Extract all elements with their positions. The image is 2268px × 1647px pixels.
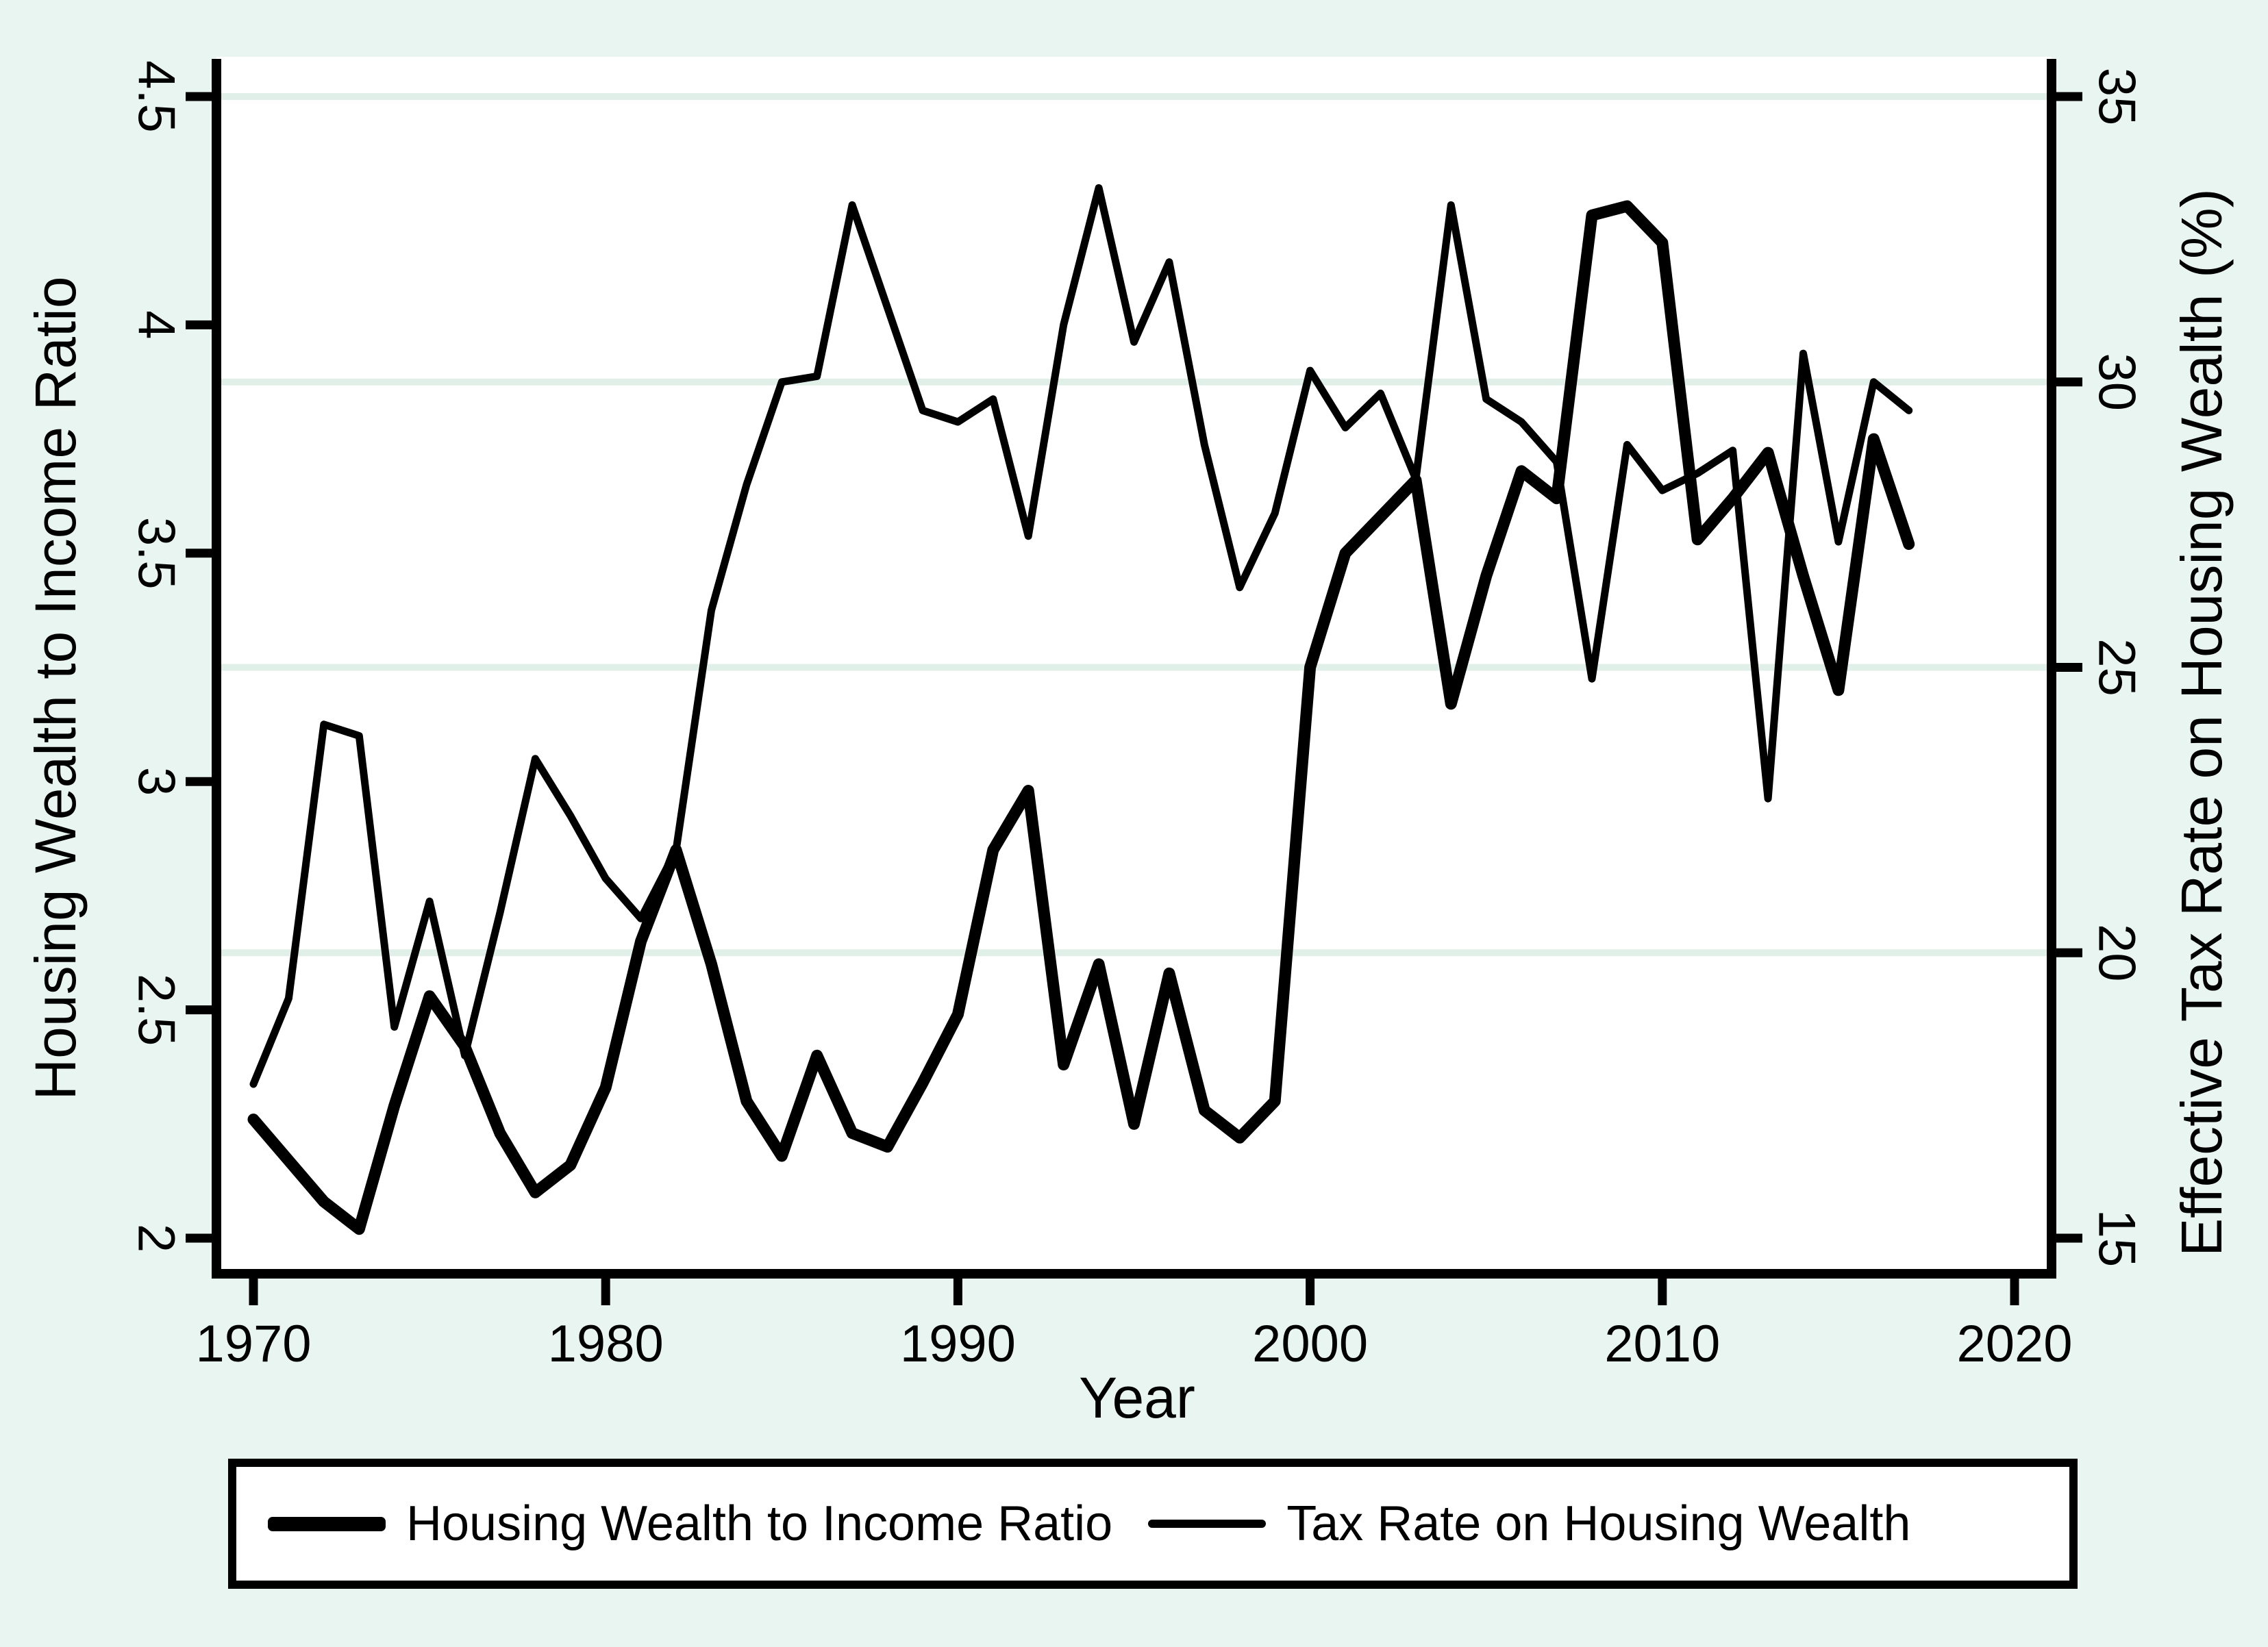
right-tick-label: 35	[2088, 68, 2146, 126]
x-tick-label: 2000	[1252, 1315, 1368, 1373]
x-tick-label: 1970	[195, 1315, 311, 1373]
right-tick-label: 30	[2088, 353, 2146, 411]
right-axis-title: Effective Tax Rate on Housing Wealth (%)	[2169, 188, 2234, 1256]
right-tick-label: 25	[2088, 638, 2146, 696]
legend-item-housing-wealth: Housing Wealth to Income Ratio	[268, 1496, 1112, 1552]
x-tick-label: 1980	[548, 1315, 664, 1373]
thick-line-swatch-icon	[268, 1516, 386, 1531]
legend-label-tax-rate: Tax Rate on Housing Wealth	[1286, 1496, 1911, 1551]
x-tick-label: 2020	[1956, 1315, 2072, 1373]
legend-label-housing-wealth: Housing Wealth to Income Ratio	[406, 1496, 1113, 1551]
gridlines	[216, 93, 2052, 957]
data-series	[247, 184, 1915, 1235]
x-tick-label: 2010	[1604, 1315, 1720, 1373]
tick-marks	[186, 92, 2082, 1305]
left-tick-label: 3.5	[127, 517, 186, 590]
thin-line-swatch-icon	[1148, 1520, 1267, 1528]
left-tick-label: 4.5	[127, 60, 186, 133]
series-line-housing-wealth-ratio	[247, 200, 1915, 1235]
series-line-tax-rate	[249, 184, 1913, 1088]
tick-labels: 2 2.5 3 3.5 4 4.5 15 20 25 30 35 1970 1980 1990 2000 20…	[127, 60, 2145, 1373]
left-axis-title: Housing Wealth to Income Ratio	[23, 276, 88, 1100]
axes	[212, 59, 2056, 1279]
x-axis-title: Year	[1079, 1366, 1195, 1430]
left-tick-label: 2.5	[127, 974, 186, 1046]
left-tick-label: 2	[127, 1224, 186, 1253]
right-tick-label: 15	[2088, 1209, 2146, 1268]
x-tick-label: 1990	[900, 1315, 1016, 1373]
left-tick-label: 4	[127, 310, 185, 339]
legend-item-tax-rate: Tax Rate on Housing Wealth	[1148, 1496, 1910, 1552]
left-tick-label: 3	[127, 767, 186, 796]
legend: Housing Wealth to Income Ratio Tax Rate …	[228, 1459, 2078, 1589]
right-tick-label: 20	[2088, 924, 2146, 982]
